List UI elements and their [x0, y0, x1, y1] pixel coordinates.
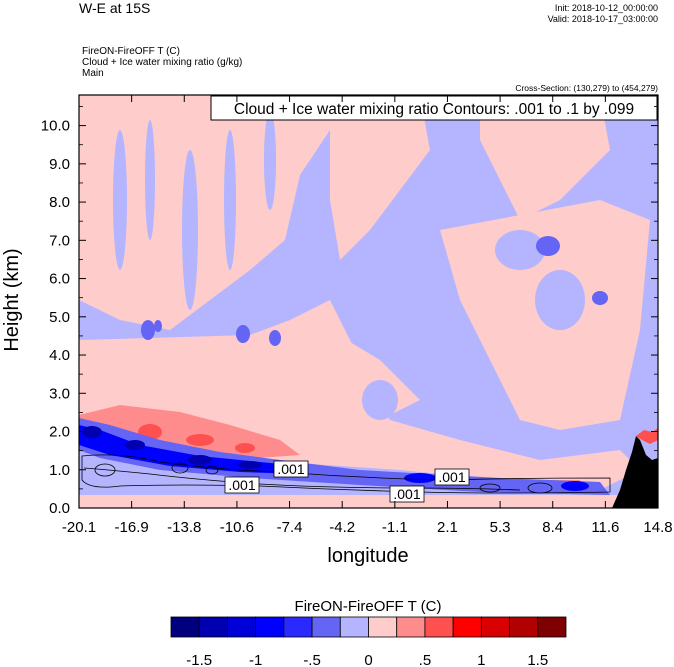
colorbar-tick-label: 1 — [477, 652, 485, 667]
x-tick-label: -4.2 — [329, 519, 355, 536]
x-tick-label: -16.9 — [115, 519, 149, 536]
init-time: Init: 2018-10-12_00:00:00 — [554, 3, 658, 13]
colorbar-title: FireON-FireOFF T (C) — [295, 598, 442, 615]
x-tick-label: 2.1 — [437, 519, 458, 536]
x-tick-label: 14.8 — [643, 519, 672, 536]
x-axis-title: longitude — [327, 545, 408, 567]
x-tick-label: 5.3 — [490, 519, 511, 536]
y-tick-label: 1.0 — [49, 462, 70, 479]
colorbar-swatch — [396, 616, 426, 638]
colorbar-swatch — [452, 616, 482, 638]
colorbar-swatch — [368, 616, 398, 638]
colorbar-swatch — [283, 616, 313, 638]
y-tick-label: 10.0 — [41, 118, 70, 135]
y-tick-label: 2.0 — [49, 424, 70, 441]
x-tick-label: 11.6 — [591, 519, 619, 536]
colorbar-swatch — [198, 616, 228, 638]
colorbar-swatch — [170, 616, 200, 638]
contour-label: .001 — [438, 469, 465, 485]
colorbar-tick-label: 0 — [364, 652, 372, 667]
y-tick-label: 3.0 — [49, 385, 70, 402]
colorbar-swatch — [480, 616, 510, 638]
colorbar-swatch — [424, 616, 454, 638]
x-tick-label: 8.4 — [542, 519, 563, 536]
colorbar-ticks: -1.5 -1 -.5 0 .5 1 1.5 — [186, 652, 548, 667]
field-label-temperature: FireON-FireOFF T (C) — [82, 46, 180, 57]
colorbar-tick-label: .5 — [419, 652, 432, 667]
y-tick-label: 5.0 — [49, 309, 70, 326]
contour-info-box: Cloud + Ice water mixing ratio Contours:… — [210, 95, 658, 121]
y-tick-label: 6.0 — [49, 271, 70, 288]
valid-time: Valid: 2018-10-17_03:00:00 — [547, 14, 658, 24]
x-tick-label: -20.1 — [62, 519, 96, 536]
colorbar-swatch — [227, 616, 257, 638]
contour-label: .001 — [277, 461, 304, 477]
colorbar-swatch — [255, 616, 285, 638]
field-label-mixing-ratio: Cloud + Ice water mixing ratio (g/kg) — [82, 57, 243, 68]
contour-label: .001 — [393, 486, 420, 502]
contour-info-text: Cloud + Ice water mixing ratio Contours:… — [234, 101, 634, 118]
colorbar-tick-label: 1.5 — [527, 652, 548, 667]
plot-frame — [78, 94, 659, 509]
heatmap-field — [79, 95, 658, 508]
colorbar-tick-label: -1 — [249, 652, 262, 667]
colorbar-tick-label: -.5 — [303, 652, 321, 667]
y-tick-label: 4.0 — [49, 347, 70, 364]
colorbar-swatch — [311, 616, 341, 638]
cross-section-label: Cross-Section: (130,279) to (454,279) — [515, 83, 658, 93]
colorbar-tick-label: -1.5 — [186, 652, 212, 667]
y-tick-label: 9.0 — [49, 156, 70, 173]
y-axis-title: Height (km) — [1, 248, 23, 351]
contour-labels: .001 .001 .001 .001 — [224, 460, 470, 503]
field-label-domain: Main — [82, 68, 104, 79]
page-title: W-E at 15S — [79, 0, 151, 16]
x-tick-label: -13.8 — [167, 519, 201, 536]
x-tick-label: -10.6 — [220, 519, 254, 536]
colorbar — [170, 616, 567, 638]
colorbar-swatch — [339, 616, 369, 638]
y-tick-label: 8.0 — [49, 194, 70, 211]
colorbar-swatch — [537, 616, 567, 638]
y-tick-label: 7.0 — [49, 232, 70, 249]
y-tick-label: 0.0 — [49, 500, 70, 517]
colorbar-swatch — [509, 616, 539, 638]
x-tick-label: -1.1 — [382, 519, 408, 536]
contour-label: .001 — [228, 477, 255, 493]
axes: -20.1 -16.9 -13.8 -10.6 -7.4 -4.2 -1.1 2.1 5.3 8.… — [41, 95, 673, 536]
x-tick-label: -7.4 — [277, 519, 303, 536]
